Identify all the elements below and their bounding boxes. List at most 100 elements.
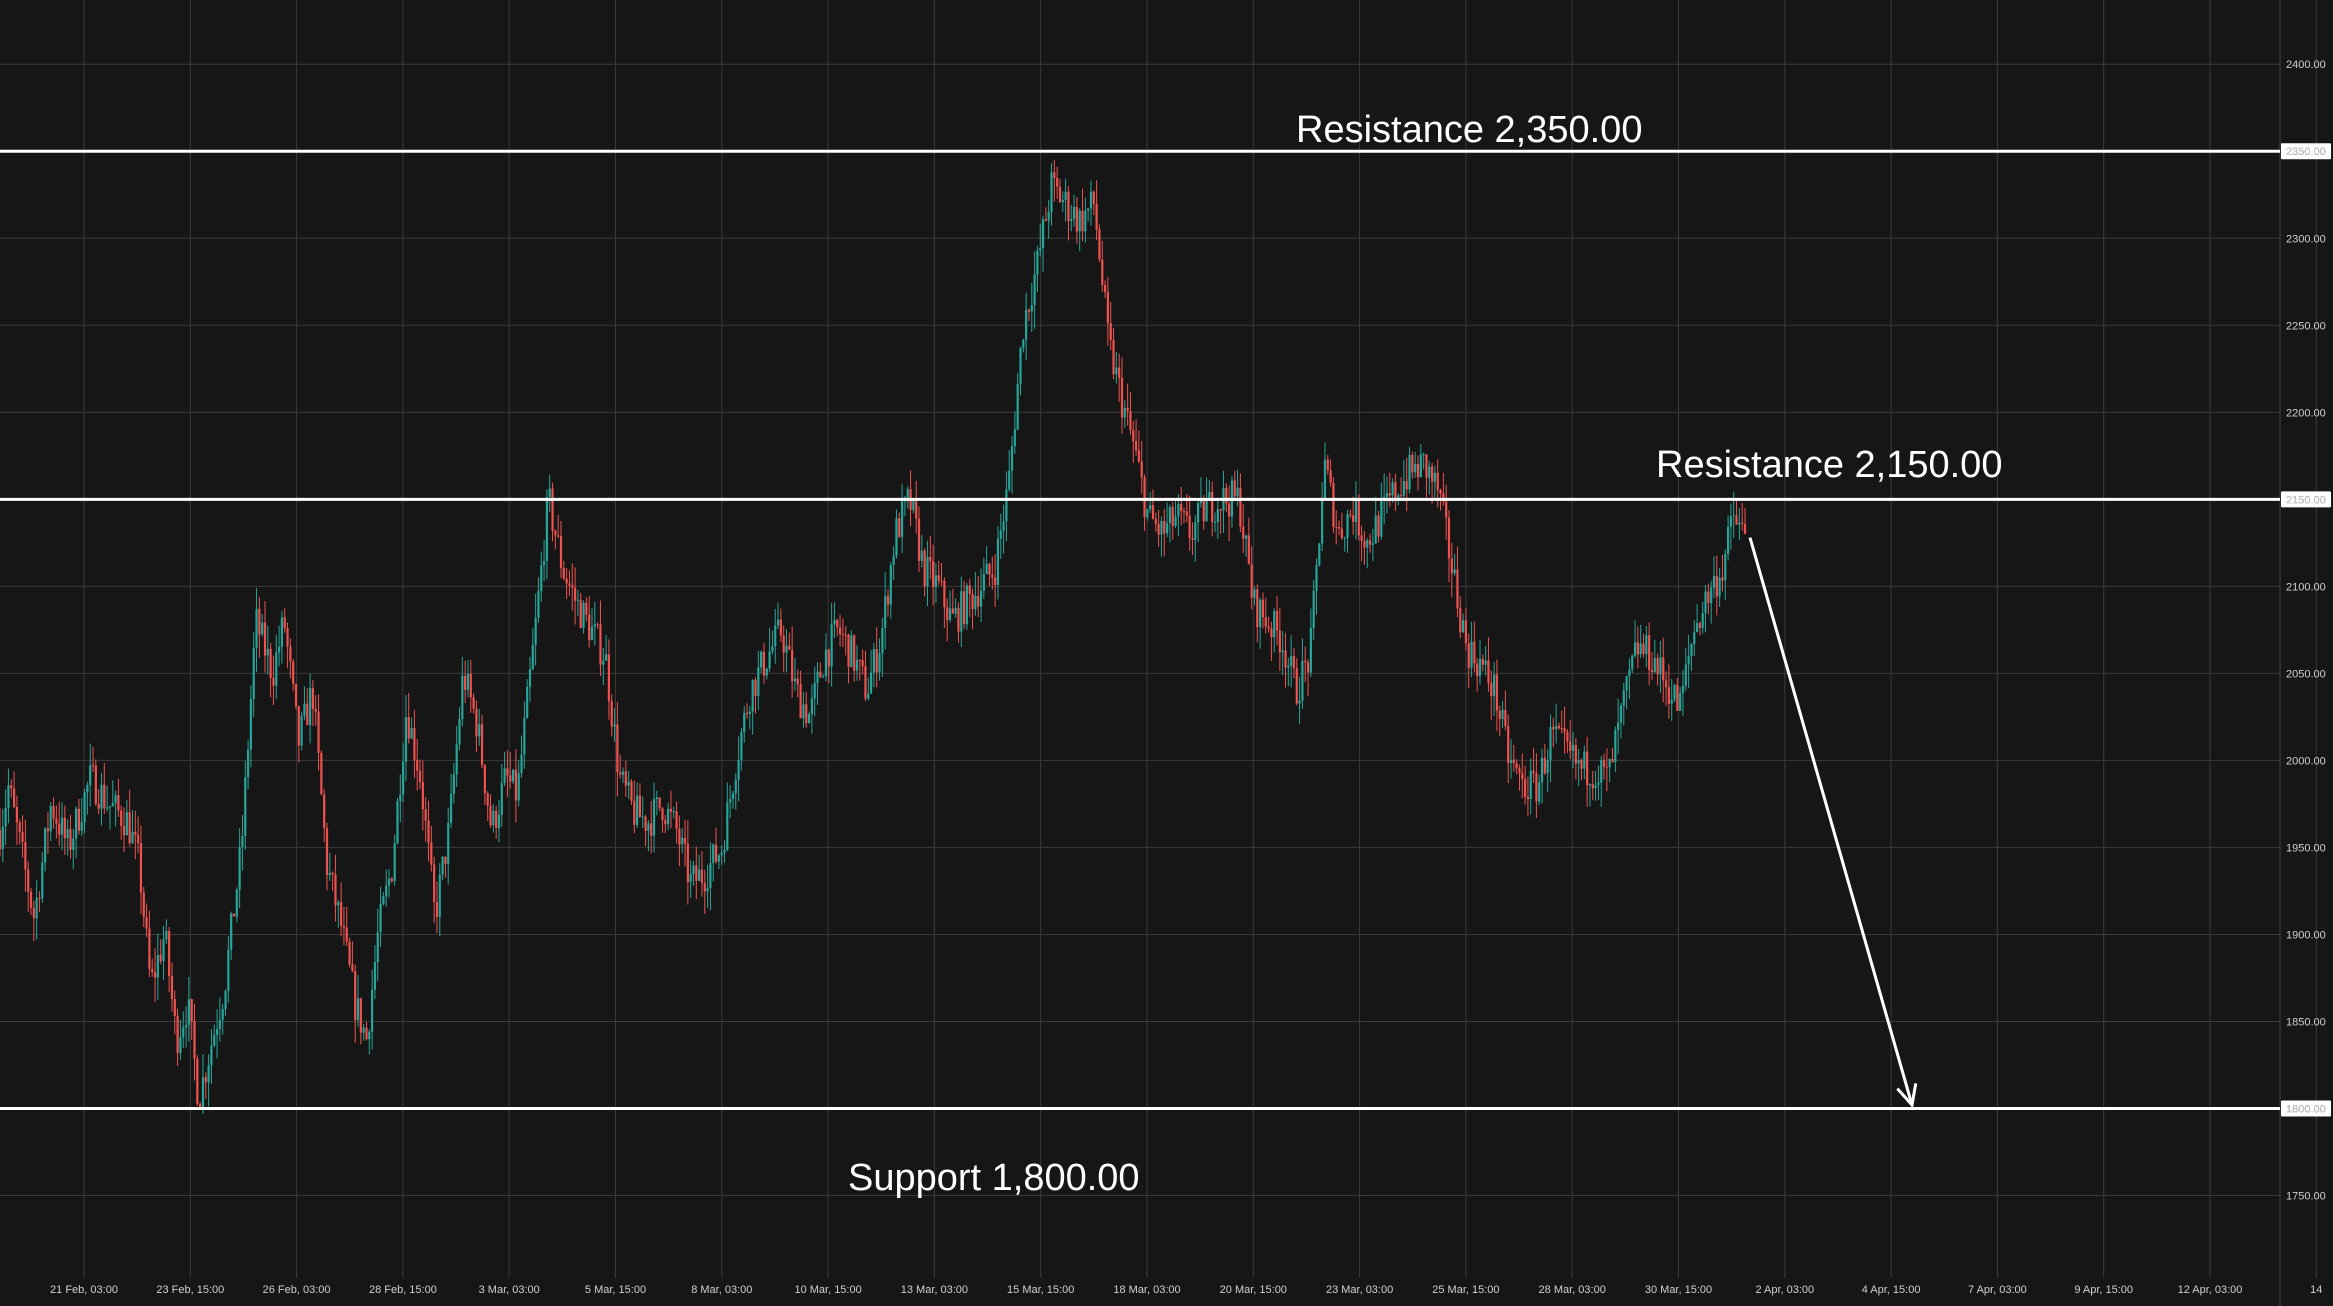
candle-body <box>1521 772 1524 780</box>
candle-body <box>1247 535 1250 565</box>
candle-body <box>695 865 698 881</box>
candle-body <box>712 844 715 864</box>
candle-body <box>847 634 850 668</box>
candle-body <box>1411 454 1414 473</box>
candle-body <box>1456 569 1459 609</box>
candle-body <box>142 892 145 918</box>
candle-body <box>176 1015 179 1053</box>
candle-body <box>1002 521 1005 531</box>
candle-body <box>1461 620 1465 633</box>
candle-body <box>1628 669 1631 677</box>
candle-body <box>667 808 670 825</box>
y-tick-label: 2300.00 <box>2286 233 2326 245</box>
candle-body <box>1284 650 1287 668</box>
candle-body <box>858 660 861 662</box>
candle-body <box>604 654 608 661</box>
candle-body <box>1312 590 1315 629</box>
candle-body <box>805 704 808 724</box>
candle-body <box>1109 323 1112 340</box>
candle-body <box>1509 759 1513 763</box>
candle-body <box>213 1034 216 1046</box>
candle-body <box>878 653 881 673</box>
candle-body <box>875 649 878 673</box>
candle-body <box>1560 728 1563 730</box>
candle-body <box>1704 591 1707 614</box>
candle-body <box>379 904 382 933</box>
x-tick-label: 14 <box>2310 1284 2322 1296</box>
candle-body <box>1667 687 1670 704</box>
candle-body <box>1081 210 1084 232</box>
candle-body <box>1729 516 1733 527</box>
candle-body <box>1611 759 1614 763</box>
candle-body <box>1329 470 1332 483</box>
candle-body <box>452 774 455 794</box>
candle-body <box>771 646 774 652</box>
candle-body <box>1371 543 1374 545</box>
candle-body <box>340 902 343 927</box>
candle-body <box>1188 515 1191 539</box>
candle-body <box>833 620 836 625</box>
candle-body <box>1735 515 1738 525</box>
candle-body <box>1343 537 1346 539</box>
candle-body <box>1419 454 1422 478</box>
candle-body <box>1557 725 1561 729</box>
candle-body <box>404 717 408 762</box>
annotation-support: Support 1,800.00 <box>848 1157 1140 1199</box>
candle-body <box>1095 203 1098 230</box>
candle-body <box>1473 641 1476 664</box>
candle-body <box>554 530 557 536</box>
candle-body <box>210 1045 213 1066</box>
candle-body <box>348 941 351 965</box>
candle-body <box>44 828 47 863</box>
candle-body <box>131 831 134 844</box>
candle-body <box>796 678 799 685</box>
candle-body <box>1092 191 1095 204</box>
candle-body <box>731 793 735 799</box>
candle-body <box>1129 411 1132 431</box>
candle-body <box>1447 517 1451 559</box>
candle-body <box>1408 454 1411 490</box>
candle-body <box>717 855 720 862</box>
level-price-box <box>2281 1100 2331 1117</box>
candle-body <box>320 752 323 795</box>
candle-body <box>29 891 33 908</box>
candle-body <box>402 761 405 795</box>
candle-body <box>1278 630 1281 653</box>
time-axis[interactable]: 21 Feb, 03:00 23 Feb, 15:00 26 Feb, 03:00 2… <box>50 1284 2322 1296</box>
candle-body <box>1478 658 1482 677</box>
candle-body <box>207 1065 210 1083</box>
candle-body <box>1388 493 1391 496</box>
candle-body <box>1098 229 1101 260</box>
candle-body <box>621 771 625 775</box>
candle-body <box>644 816 647 831</box>
candle-body <box>743 712 746 733</box>
candle-body <box>1168 507 1172 524</box>
y-tick-label: 2350.00 <box>2286 146 2326 158</box>
candle-body <box>354 971 357 1020</box>
candle-body <box>444 856 447 864</box>
candle-body <box>1025 309 1028 340</box>
candle-body <box>816 671 819 683</box>
candle-body <box>1177 503 1180 517</box>
candle-body <box>531 644 534 670</box>
candle-body <box>1436 472 1439 491</box>
candle-body <box>1101 259 1104 286</box>
candle-body <box>686 843 689 883</box>
candle-body <box>1013 429 1016 447</box>
candle-body <box>331 872 334 875</box>
candle-body <box>1650 669 1654 672</box>
candle-body <box>232 913 236 917</box>
candle-body <box>1261 599 1265 618</box>
candle-body <box>184 1024 188 1028</box>
candle-body <box>1208 492 1211 500</box>
candle-body <box>1687 656 1690 665</box>
horizontal-levels[interactable]: 2350.00 2150.00 1800.00 <box>0 143 2331 1117</box>
candle-body <box>275 652 278 686</box>
price-axis[interactable]: 2400.00 2350.00 2300.00 2250.00 2200.00 2150.… <box>2286 59 2326 1202</box>
candle-body <box>1693 632 1696 644</box>
candle-body <box>111 802 114 807</box>
candle-body <box>948 608 952 621</box>
candle-body <box>337 902 340 906</box>
candle-body <box>258 608 261 635</box>
